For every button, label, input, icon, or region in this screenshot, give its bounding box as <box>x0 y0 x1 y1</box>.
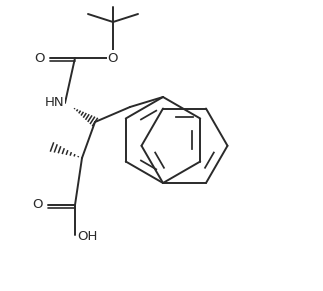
Text: O: O <box>35 52 45 65</box>
Text: HN: HN <box>44 97 64 109</box>
Text: O: O <box>33 198 43 212</box>
Text: O: O <box>108 52 118 65</box>
Text: OH: OH <box>77 230 97 244</box>
